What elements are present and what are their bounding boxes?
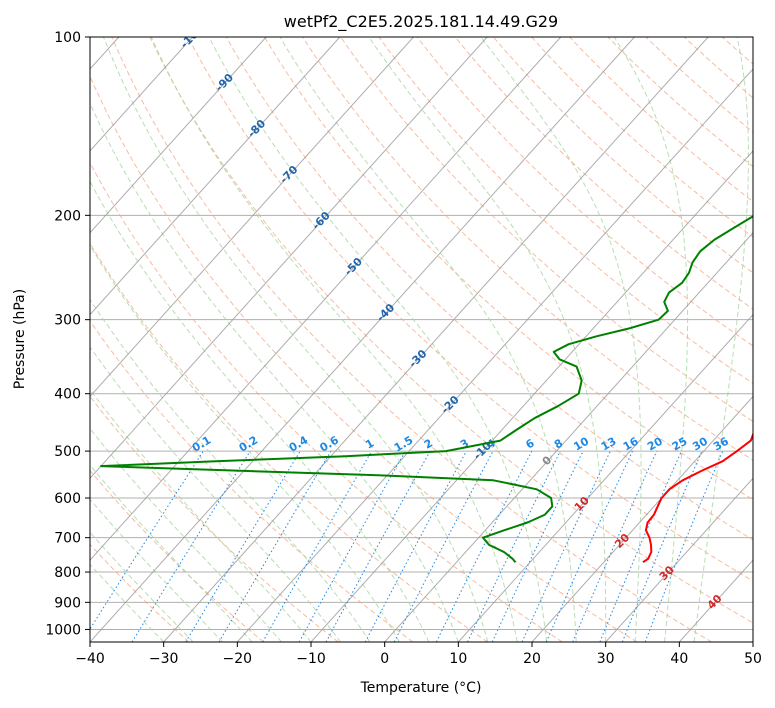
- mixing-ratio-line: [131, 450, 251, 642]
- isotherm: [90, 37, 193, 152]
- x-tick-label: 20: [523, 651, 541, 667]
- moist-adiabat: [90, 388, 312, 642]
- x-tick-label: 40: [670, 651, 688, 667]
- dry-adiabat: [90, 75, 638, 642]
- isotherm: [605, 477, 753, 642]
- mixing-ratio-line: [572, 450, 658, 642]
- mixing-ratio-line: [364, 450, 467, 642]
- mixing-ratio-line: [644, 450, 724, 642]
- y-tick-label: 100: [54, 30, 81, 46]
- isotherm: [236, 68, 753, 642]
- dry-adiabat: [111, 37, 712, 642]
- mixing-ratio-line: [90, 450, 204, 630]
- moist-adiabat: [90, 180, 430, 642]
- background-lines: [90, 37, 753, 642]
- y-tick-label: 1000: [45, 622, 81, 638]
- moist-adiabat: [279, 37, 577, 642]
- isotherm: [163, 37, 709, 642]
- dry-adiabat: [302, 37, 753, 461]
- isotherm: [90, 37, 341, 316]
- moist-adiabat: [90, 531, 194, 642]
- moist-adiabat: [480, 37, 642, 642]
- y-tick-label: 900: [54, 595, 81, 611]
- y-axis-label: Pressure (hPa): [12, 289, 28, 389]
- y-tick-label: 400: [54, 387, 81, 403]
- moist-adiabat: [613, 37, 689, 642]
- isotherm: [457, 313, 753, 642]
- mixing-ratio-line: [599, 450, 682, 642]
- dry-adiabat: [454, 37, 753, 310]
- isotherm: [90, 37, 562, 561]
- y-tick-label: 200: [54, 208, 81, 224]
- y-tick-label: 300: [54, 313, 81, 329]
- moist-adiabat: [90, 102, 459, 642]
- dry-adiabat: [263, 37, 753, 501]
- mixing-ratio-line: [435, 450, 533, 642]
- moist-adiabat: [90, 464, 253, 642]
- y-tick-label: 700: [54, 531, 81, 547]
- moist-adiabat: [90, 498, 223, 642]
- dry-adiabat: [225, 37, 753, 541]
- x-tick-label: −40: [75, 651, 105, 667]
- x-axis-ticks: −40 −30 −20 −10 0 10 20 30 40 50: [75, 642, 762, 667]
- dry-adiabat: [90, 242, 488, 642]
- x-tick-label: 0: [380, 651, 389, 667]
- isotherm: [90, 37, 267, 234]
- x-tick-label: −20: [223, 651, 253, 667]
- x-tick-label: 10: [449, 651, 467, 667]
- moist-adiabat: [90, 298, 371, 642]
- temperature-profile-line: [642, 431, 753, 564]
- isotherm: [752, 641, 753, 642]
- y-tick-label: 800: [54, 565, 81, 581]
- mixing-ratio-line: [621, 450, 703, 642]
- dry-adiabat: [90, 469, 264, 642]
- x-tick-label: 50: [744, 651, 762, 667]
- moist-adiabat: [90, 563, 165, 642]
- mixing-ratio-line: [298, 450, 406, 642]
- moist-adiabat: [693, 37, 749, 642]
- x-tick-label: −30: [149, 651, 179, 667]
- mixing-ratio-line: [325, 450, 431, 642]
- x-tick-label: −10: [296, 651, 326, 667]
- x-axis-label: Temperature (°C): [360, 680, 482, 696]
- plot-area: [90, 37, 753, 642]
- isotherm: [531, 395, 753, 642]
- isotherm: [384, 231, 753, 642]
- moist-adiabat: [150, 37, 518, 642]
- dry-adiabat: [90, 320, 414, 642]
- moist-adiabat: [103, 37, 489, 642]
- dry-adiabat: [187, 37, 753, 582]
- isotherm: [90, 37, 488, 480]
- moist-adiabat: [368, 37, 607, 642]
- isotherm: [90, 37, 414, 398]
- y-tick-label: 600: [54, 491, 81, 507]
- mixing-ratio-line: [545, 450, 633, 642]
- plot-frame: [89, 36, 754, 643]
- moist-adiabat: [90, 244, 400, 642]
- profile-lines: [100, 215, 753, 564]
- chart-title: wetPf2_C2E5.2025.181.14.49.G29: [284, 12, 558, 32]
- y-axis-ticks: 100 200 300 400 500 600 700 800 900 1000: [45, 30, 90, 638]
- dry-adiabat: [90, 161, 563, 642]
- dry-adiabat: [416, 37, 753, 347]
- dry-adiabat: [340, 37, 753, 423]
- x-tick-label: 30: [597, 651, 615, 667]
- isotherm: [90, 37, 635, 642]
- dewpoint-profile-line: [100, 215, 753, 563]
- y-tick-label: 500: [54, 444, 81, 460]
- moist-adiabat: [208, 37, 548, 642]
